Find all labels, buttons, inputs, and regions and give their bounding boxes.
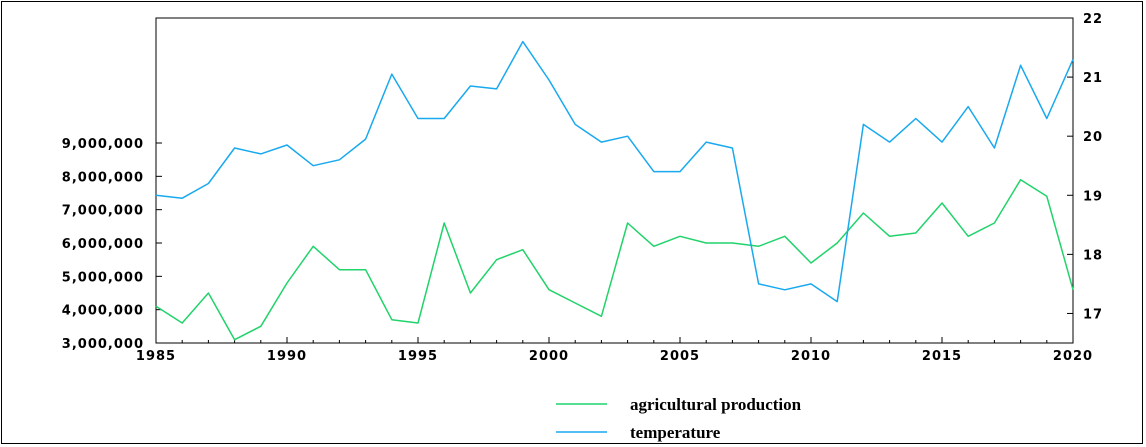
left-tick-label: 5,000,000	[62, 270, 144, 285]
legend-label: temperature	[630, 423, 721, 442]
left-tick-label: 4,000,000	[62, 304, 144, 319]
x-tick-label: 2005	[660, 349, 700, 364]
right-tick-label: 17	[1083, 307, 1103, 322]
series-line-temperature	[155, 40, 1074, 303]
left-tick-label: 9,000,000	[62, 137, 144, 152]
x-tick-label: 1985	[136, 349, 176, 364]
x-tick-label: 2000	[529, 349, 569, 364]
x-axis: 1985 1990 1995 2000 2005 2010 2015 2020	[136, 337, 1093, 364]
right-tick-label: 22	[1083, 12, 1103, 27]
left-tick-label: 6,000,000	[62, 237, 144, 252]
x-tick-label: 2015	[922, 349, 962, 364]
series-layer	[155, 40, 1074, 341]
left-tick-label: 7,000,000	[62, 204, 144, 219]
x-tick-label: 2010	[791, 349, 831, 364]
legend-label: agricultural production	[630, 395, 802, 414]
x-tick-label: 1990	[267, 349, 307, 364]
series-line-agricultural-production	[155, 178, 1074, 341]
left-tick-label: 8,000,000	[62, 170, 144, 185]
x-tick-label: 1995	[398, 349, 438, 364]
right-y-axis: 17 18 19 20 21 22	[1067, 12, 1103, 322]
legend: agricultural production temperature	[556, 395, 802, 442]
right-tick-label: 20	[1083, 130, 1103, 145]
left-tick-label: 3,000,000	[62, 337, 144, 352]
x-tick-label: 2020	[1053, 349, 1093, 364]
right-tick-label: 21	[1083, 71, 1103, 86]
right-tick-label: 19	[1083, 189, 1103, 204]
right-tick-label: 18	[1083, 248, 1103, 263]
left-y-axis: 3,000,000 4,000,000 5,000,000 6,000,000 7,00…	[62, 137, 162, 352]
plot-area	[155, 17, 1074, 344]
